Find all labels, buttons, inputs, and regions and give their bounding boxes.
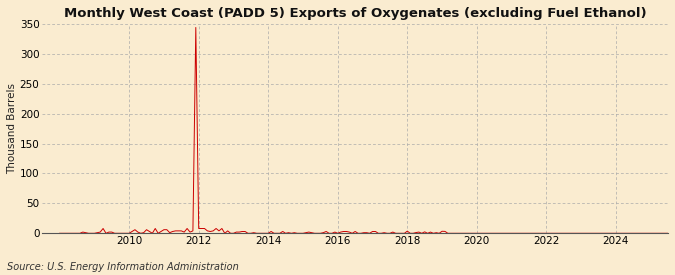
Y-axis label: Thousand Barrels: Thousand Barrels <box>7 83 17 174</box>
Title: Monthly West Coast (PADD 5) Exports of Oxygenates (excluding Fuel Ethanol): Monthly West Coast (PADD 5) Exports of O… <box>64 7 647 20</box>
Text: Source: U.S. Energy Information Administration: Source: U.S. Energy Information Administ… <box>7 262 238 272</box>
